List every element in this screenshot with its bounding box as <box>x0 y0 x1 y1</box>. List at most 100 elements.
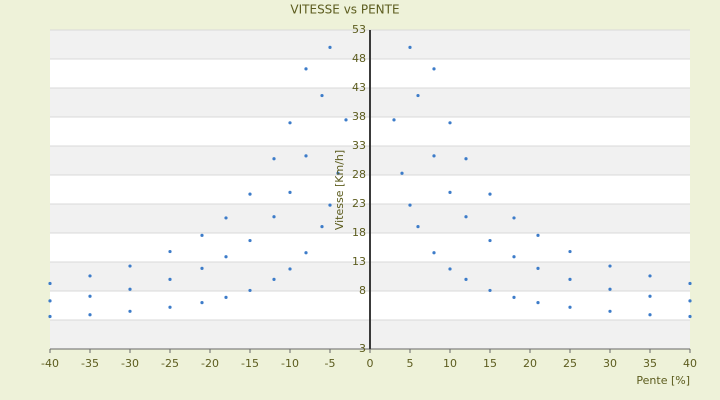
point <box>488 238 492 243</box>
plot-layer <box>48 29 692 353</box>
point <box>88 294 92 298</box>
x-tick-label: -20 <box>201 357 219 370</box>
y-tick-label: 3 <box>359 342 366 355</box>
point <box>288 190 292 194</box>
x-tick-label: -40 <box>41 357 59 370</box>
x-tick-label: 20 <box>523 357 537 370</box>
point <box>168 277 172 281</box>
x-axis-title: Pente [%] <box>636 374 690 387</box>
point <box>408 203 412 207</box>
point <box>224 216 228 220</box>
x-tick-label: -5 <box>325 357 336 370</box>
point <box>512 255 516 259</box>
point <box>688 299 692 303</box>
point <box>688 314 692 319</box>
point <box>200 301 204 305</box>
point <box>448 190 452 194</box>
point <box>304 67 308 71</box>
point <box>648 294 652 298</box>
point <box>608 287 612 291</box>
point <box>536 301 540 305</box>
point <box>320 225 324 229</box>
point <box>408 45 412 50</box>
point <box>48 299 52 303</box>
point <box>168 305 172 309</box>
point <box>288 121 292 125</box>
point <box>304 154 308 158</box>
y-tick-label: 8 <box>359 284 366 297</box>
point <box>432 67 436 71</box>
point <box>128 309 132 313</box>
point <box>416 93 420 98</box>
point <box>448 121 452 125</box>
x-tick-label: -15 <box>241 357 259 370</box>
y-tick-label: 48 <box>352 52 366 65</box>
x-tick-label: -35 <box>81 357 99 370</box>
point <box>688 281 692 286</box>
point <box>328 45 332 50</box>
point <box>128 287 132 291</box>
y-tick-label: 38 <box>352 110 366 123</box>
point <box>400 171 404 175</box>
point <box>536 266 540 270</box>
y-axis-title: Vitesse [Km/h] <box>333 150 346 230</box>
point <box>416 225 420 229</box>
point <box>272 277 276 281</box>
point <box>568 249 572 254</box>
point <box>488 192 492 196</box>
point <box>568 277 572 281</box>
x-tick-label: 35 <box>643 357 657 370</box>
point <box>464 157 468 161</box>
point <box>432 154 436 158</box>
point <box>168 249 172 254</box>
point <box>512 295 516 299</box>
x-tick-label: -25 <box>161 357 179 370</box>
point <box>392 118 396 122</box>
x-tick-label: 0 <box>367 357 374 370</box>
point <box>488 288 492 293</box>
point <box>224 295 228 299</box>
point <box>464 215 468 219</box>
point <box>608 264 612 268</box>
x-tick-label: 5 <box>407 357 414 370</box>
x-tick-label: 40 <box>683 357 697 370</box>
point <box>224 255 228 259</box>
point <box>272 215 276 219</box>
point <box>288 267 292 271</box>
point <box>48 314 52 319</box>
point <box>608 309 612 313</box>
point <box>648 274 652 278</box>
point <box>304 251 308 255</box>
point <box>320 93 324 98</box>
point <box>568 305 572 309</box>
point <box>536 233 540 237</box>
x-tick-label: 10 <box>443 357 457 370</box>
point <box>200 266 204 270</box>
x-tick-label: -10 <box>281 357 299 370</box>
chart-title: VITESSE vs PENTE <box>290 3 399 17</box>
point <box>448 267 452 271</box>
point <box>344 118 348 122</box>
point <box>48 281 52 286</box>
y-tick-label: 28 <box>352 168 366 181</box>
x-tick-label: 30 <box>603 357 617 370</box>
point <box>248 238 252 243</box>
point <box>512 216 516 220</box>
point <box>248 288 252 293</box>
point <box>200 233 204 237</box>
y-tick-label: 13 <box>352 255 366 268</box>
point <box>648 313 652 317</box>
y-tick-label: 33 <box>352 139 366 152</box>
point <box>272 157 276 161</box>
x-tick-label: 25 <box>563 357 577 370</box>
point <box>88 313 92 317</box>
point <box>128 264 132 268</box>
point <box>432 251 436 255</box>
point <box>464 277 468 281</box>
point <box>336 171 340 175</box>
y-tick-label: 53 <box>352 23 366 36</box>
y-tick-label: 43 <box>352 81 366 94</box>
point <box>328 203 332 207</box>
y-tick-label: 18 <box>352 226 366 239</box>
